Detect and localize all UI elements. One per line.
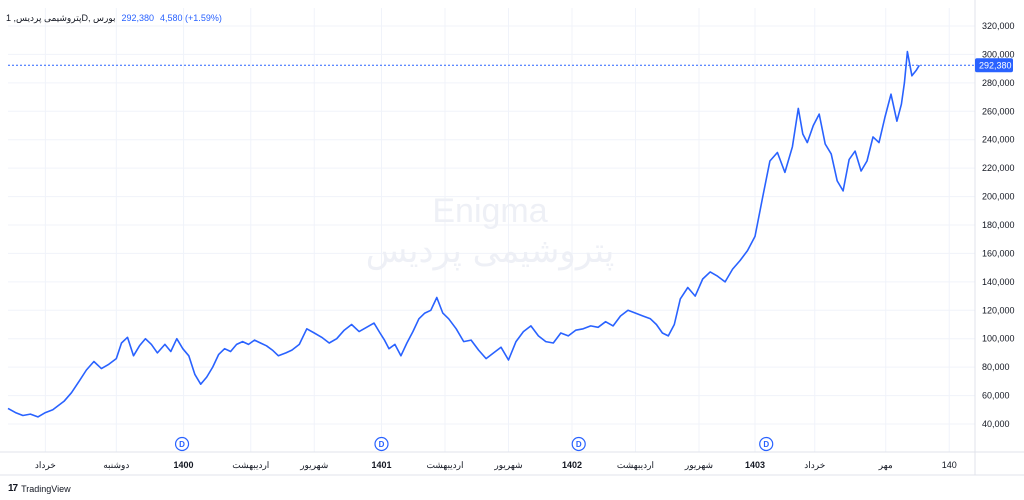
- x-tick-label: شهریور: [299, 460, 328, 471]
- grid: [8, 8, 975, 452]
- x-tick-label: 1401: [371, 460, 391, 470]
- y-tick-label: 160,000: [982, 248, 1015, 258]
- watermark-en: Enigma: [432, 192, 547, 230]
- y-tick-label: 320,000: [982, 21, 1015, 31]
- y-tick-label: 240,000: [982, 135, 1015, 145]
- y-tick-label: 60,000: [982, 391, 1010, 401]
- x-tick-label: مهر: [878, 460, 893, 471]
- dividend-marker[interactable]: [571, 436, 586, 452]
- y-tick-label: 300,000: [982, 49, 1015, 59]
- x-tick-label: 1400: [174, 460, 194, 470]
- last-price-label-bg: [975, 58, 1013, 73]
- series-layer: [7, 50, 920, 418]
- dividend-marker-label: D: [576, 440, 582, 449]
- y-axis: 40,000 60,000 80,000 100,000 120,000 140,000 1…: [974, 0, 1015, 475]
- x-tick-label: 1402: [562, 460, 582, 470]
- y-tick-label: 220,000: [982, 163, 1015, 173]
- watermark: Enigma پتروشیمی پردیس: [366, 192, 615, 271]
- y-tick-label: 140,000: [982, 277, 1015, 287]
- x-tick-label: اردیبهشت: [617, 460, 654, 471]
- dividend-marker-label: D: [179, 440, 185, 449]
- symbol-title[interactable]: پتروشیمی پردیس, 1D, بورس: [6, 13, 116, 23]
- x-axis: خرداد دوشنبه 1400 اردیبهشت شهریور 1401 اردیبهش…: [0, 451, 1024, 476]
- x-tick-label: دوشنبه: [103, 460, 129, 471]
- y-tick-label: 280,000: [982, 78, 1015, 88]
- x-tick-label: خرداد: [35, 460, 56, 471]
- y-tick-label: 200,000: [982, 192, 1015, 202]
- x-tick-label: 1403: [745, 460, 765, 470]
- y-tick-label: 180,000: [982, 220, 1015, 230]
- y-tick-label: 260,000: [982, 106, 1015, 116]
- x-tick-label: اردیبهشت: [426, 460, 463, 471]
- watermark-fa: پتروشیمی پردیس: [366, 231, 615, 271]
- chart-header: پتروشیمی پردیس, 1D, بورس 292,380 4,580 (…: [6, 13, 222, 24]
- last-price-label: 292,380: [975, 58, 1013, 73]
- last-price-label-text: 292,380: [979, 60, 1012, 70]
- brand-label[interactable]: TradingView: [21, 483, 71, 494]
- dividend-marker[interactable]: [759, 436, 774, 452]
- x-tick-label: 140: [942, 460, 957, 470]
- x-tick-label: شهریور: [684, 460, 713, 471]
- y-tick-label: 100,000: [982, 334, 1015, 344]
- footer: 17 TradingView: [8, 483, 71, 494]
- dividend-marker[interactable]: [174, 436, 190, 452]
- y-tick-label: 80,000: [982, 362, 1010, 372]
- y-tick-label: 120,000: [982, 305, 1015, 315]
- dividend-marker-label: D: [763, 440, 769, 449]
- x-tick-label: خرداد: [804, 460, 825, 471]
- dividend-marker[interactable]: [374, 436, 389, 452]
- dividend-marker-label: D: [379, 440, 385, 449]
- header-price: 292,380: [121, 13, 155, 23]
- y-tick-label: 40,000: [982, 419, 1010, 429]
- header-change: 4,580 (+1.59%): [160, 13, 222, 23]
- x-tick-label: اردیبهشت: [232, 460, 269, 471]
- x-tick-label: شهریور: [493, 460, 522, 471]
- tradingview-logo-icon[interactable]: 17: [8, 483, 18, 494]
